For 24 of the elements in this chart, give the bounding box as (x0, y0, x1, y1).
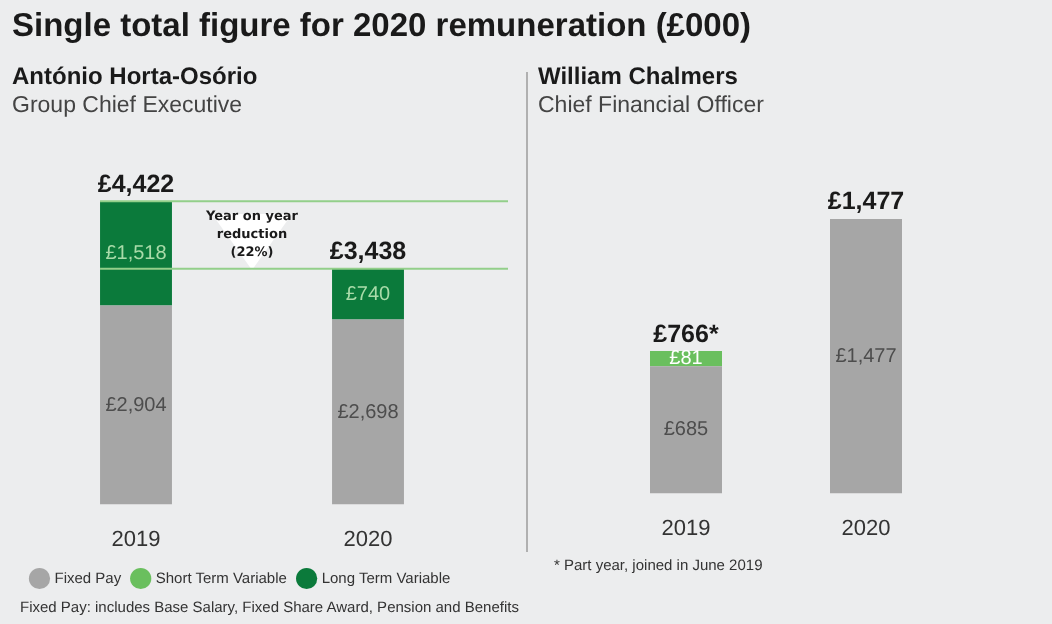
data-label: £2,904 (105, 394, 168, 417)
x-tick-label: 2020 (841, 516, 891, 541)
total-label: £4,422 (97, 169, 175, 198)
chart-subtitle: Group Chief Executive (12, 94, 243, 118)
data-label: £1,477 (835, 345, 898, 368)
total-label: £1,477 (827, 187, 905, 216)
chart-subtitle: Chief Financial Officer (538, 94, 764, 118)
chart-title: William Chalmers (538, 62, 738, 90)
bar (332, 268, 404, 320)
total-label: £766* (653, 319, 719, 348)
data-label: £740 (345, 283, 392, 306)
data-label: £2,698 (337, 401, 400, 424)
chart-title: António Horta-Osório (12, 62, 258, 90)
data-label: £81 (669, 348, 704, 371)
data-label: £1,518 (105, 242, 168, 265)
text: Single total figure for 2020 remuneration (£000) (12, 8, 752, 46)
bar (100, 201, 172, 306)
data-label: £685 (663, 419, 710, 442)
bar (100, 305, 172, 505)
bar (332, 319, 404, 505)
total-label: £3,438 (329, 237, 407, 266)
x-tick-label: 2019 (111, 527, 161, 552)
x-tick-label: 2019 (661, 516, 711, 541)
x-tick-label: 2020 (343, 527, 393, 552)
